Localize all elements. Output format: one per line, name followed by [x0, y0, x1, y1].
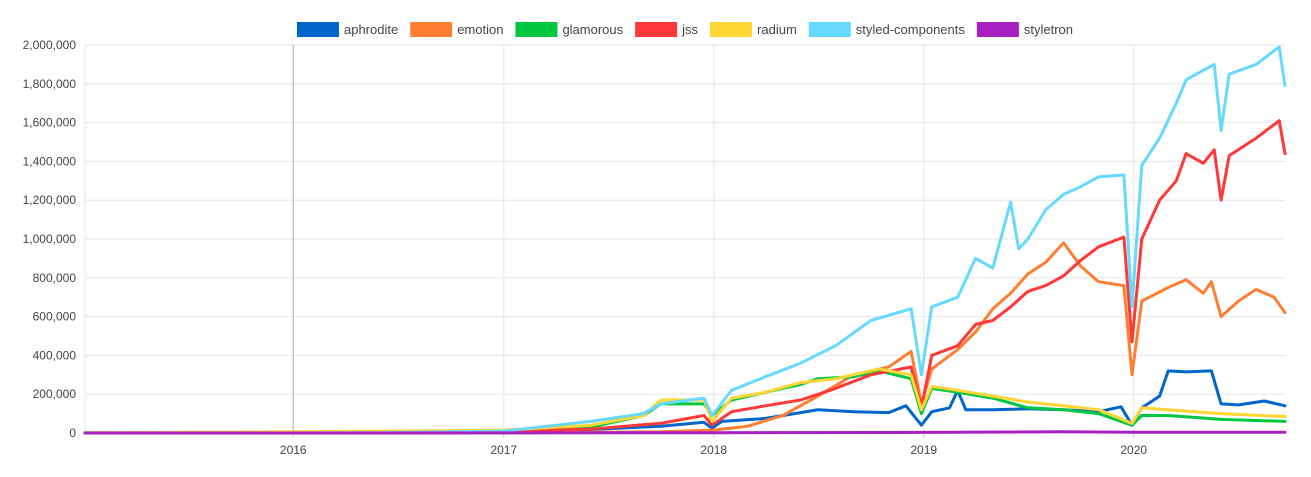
series-line-emotion	[83, 241, 1287, 435]
legend-label: glamorous	[562, 22, 623, 37]
legend-swatch	[976, 22, 1019, 37]
x-tick-label: 2020	[1120, 443, 1147, 457]
legend-item-jss[interactable]: jss	[635, 22, 699, 37]
y-tick-label: 600,000	[33, 310, 77, 324]
legend-swatch	[296, 22, 339, 37]
series-line-styled-components	[83, 45, 1287, 435]
grid	[85, 44, 1285, 434]
y-tick-label: 400,000	[33, 348, 77, 362]
legend-item-styletron[interactable]: styletron	[976, 22, 1073, 37]
legend-label: radium	[757, 22, 797, 37]
y-tick-label: 0	[69, 426, 76, 440]
legend-swatch	[808, 22, 851, 37]
y-tick-label: 1,800,000	[23, 77, 77, 91]
legend-swatch	[635, 22, 678, 37]
axes: 0 200,000 400,000 600,000 800,000 1,000,000 1,…	[23, 38, 1148, 457]
legend-item-emotion[interactable]: emotion	[410, 22, 503, 37]
legend-item-styled-components[interactable]: styled-components	[808, 22, 966, 37]
legend-label: aphrodite	[344, 22, 398, 37]
legend-item-glamorous[interactable]: glamorous	[515, 22, 624, 37]
x-tick-label: 2019	[910, 443, 937, 457]
legend-item-radium[interactable]: radium	[710, 22, 797, 37]
y-tick-label: 1,000,000	[23, 232, 77, 246]
series-lines	[83, 45, 1287, 435]
legend-label: styletron	[1024, 22, 1073, 37]
y-tick-label: 800,000	[33, 271, 77, 285]
series-line-jss	[83, 119, 1287, 435]
y-tick-label: 2,000,000	[23, 38, 77, 52]
y-tick-label: 1,400,000	[23, 154, 77, 168]
y-tick-label: 1,600,000	[23, 116, 77, 130]
legend-swatch	[710, 22, 753, 37]
legend-label: emotion	[457, 22, 503, 37]
series-line-aphrodite	[83, 369, 1287, 435]
x-tick-label: 2017	[490, 443, 517, 457]
series-line-styletron	[83, 430, 1287, 435]
legend-item-aphrodite[interactable]: aphrodite	[296, 22, 398, 37]
legend-label: styled-components	[856, 22, 966, 37]
y-tick-label: 200,000	[33, 387, 77, 401]
legend-swatch	[410, 22, 453, 37]
y-tick-label: 1,200,000	[23, 193, 77, 207]
x-tick-label: 2018	[700, 443, 727, 457]
legend-label: jss	[681, 22, 698, 37]
x-tick-label: 2016	[280, 443, 307, 457]
legend: aphrodite emotion glamorous jss radium styled…	[296, 22, 1073, 37]
legend-swatch	[515, 22, 558, 37]
